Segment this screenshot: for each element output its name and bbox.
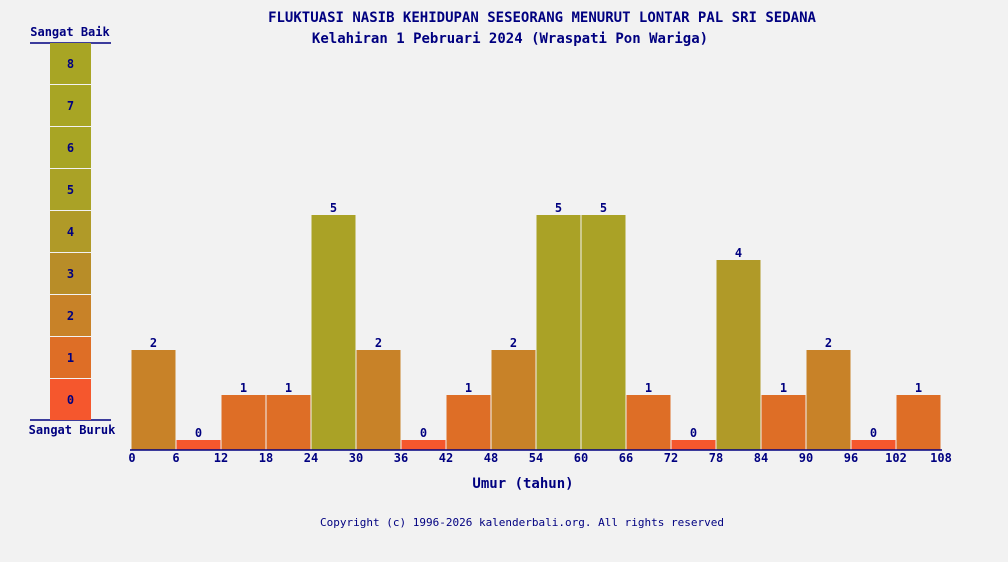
scale-level-1 bbox=[50, 337, 91, 378]
bar bbox=[716, 260, 761, 450]
scale-level-label: 1 bbox=[67, 351, 74, 365]
x-tick-label: 24 bbox=[304, 451, 318, 465]
bar bbox=[176, 440, 221, 450]
x-tick-label: 36 bbox=[394, 451, 408, 465]
bar-value-label: 2 bbox=[825, 336, 832, 350]
scale-level-3 bbox=[50, 253, 91, 294]
bar bbox=[806, 350, 851, 450]
bar bbox=[356, 350, 401, 450]
scale-level-2 bbox=[50, 295, 91, 336]
scale-level-5 bbox=[50, 169, 91, 210]
x-tick-label: 42 bbox=[439, 451, 453, 465]
bar-value-label: 4 bbox=[735, 246, 742, 260]
scale-level-label: 7 bbox=[67, 99, 74, 113]
scale-level-label: 3 bbox=[67, 267, 74, 281]
bar bbox=[896, 395, 941, 450]
bar bbox=[446, 395, 491, 450]
bar bbox=[221, 395, 266, 450]
x-tick-label: 102 bbox=[885, 451, 907, 465]
scale-level-label: 6 bbox=[67, 141, 74, 155]
bar-value-label: 0 bbox=[870, 426, 877, 440]
bar bbox=[761, 395, 806, 450]
bar-value-label: 1 bbox=[465, 381, 472, 395]
scale-level-4 bbox=[50, 211, 91, 252]
bar bbox=[851, 440, 896, 450]
x-tick-label: 48 bbox=[484, 451, 498, 465]
scale-level-6 bbox=[50, 127, 91, 168]
bar-value-label: 2 bbox=[510, 336, 517, 350]
x-tick-label: 6 bbox=[172, 451, 179, 465]
x-tick-label: 12 bbox=[214, 451, 228, 465]
x-tick-label: 66 bbox=[619, 451, 633, 465]
scale-level-label: 2 bbox=[67, 309, 74, 323]
bar bbox=[536, 215, 581, 450]
scale-level-label: 8 bbox=[67, 57, 74, 71]
x-tick-label: 108 bbox=[930, 451, 952, 465]
x-tick-label: 90 bbox=[799, 451, 813, 465]
bar-value-label: 0 bbox=[690, 426, 697, 440]
scale-level-label: 5 bbox=[67, 183, 74, 197]
chart-title: FLUKTUASI NASIB KEHIDUPAN SESEORANG MENU… bbox=[268, 10, 816, 26]
bar-value-label: 2 bbox=[150, 336, 157, 350]
bar-value-label: 1 bbox=[240, 381, 247, 395]
bar-value-label: 2 bbox=[375, 336, 382, 350]
bar-value-label: 5 bbox=[555, 201, 562, 215]
x-axis-label: Umur (tahun) bbox=[472, 476, 573, 492]
bar bbox=[311, 215, 356, 450]
bar-value-label: 0 bbox=[195, 426, 202, 440]
footer-copyright: Copyright (c) 1996-2026 kalenderbali.org… bbox=[320, 516, 724, 529]
scale-level-label: 4 bbox=[67, 225, 74, 239]
bar-value-label: 5 bbox=[330, 201, 337, 215]
bar bbox=[491, 350, 536, 450]
bar bbox=[581, 215, 626, 450]
scale-top-label: Sangat Baik bbox=[30, 25, 110, 39]
chart-subtitle: Kelahiran 1 Pebruari 2024 (Wraspati Pon … bbox=[312, 31, 708, 47]
scale-legend: 0 1 2 3 4 5 6 7 8 bbox=[50, 43, 91, 420]
bar bbox=[626, 395, 671, 450]
x-tick-label: 84 bbox=[754, 451, 768, 465]
bar-value-label: 0 bbox=[420, 426, 427, 440]
bar-value-label: 1 bbox=[285, 381, 292, 395]
bar-value-label: 1 bbox=[780, 381, 787, 395]
bar bbox=[131, 350, 176, 450]
x-tick-label: 78 bbox=[709, 451, 723, 465]
bars: 2 0 1 1 5 2 0 1 2 5 5 1 0 4 1 2 0 1 bbox=[131, 201, 941, 450]
x-ticks: 0 6 12 18 24 30 36 42 48 54 60 66 72 78 84 90 96 102 108 bbox=[128, 451, 951, 465]
bar-value-label: 1 bbox=[645, 381, 652, 395]
x-tick-label: 0 bbox=[128, 451, 135, 465]
x-tick-label: 30 bbox=[349, 451, 363, 465]
bar-value-label: 1 bbox=[915, 381, 922, 395]
bar bbox=[671, 440, 716, 450]
scale-level-7 bbox=[50, 85, 91, 126]
scale-level-0 bbox=[50, 379, 91, 420]
scale-bottom-label: Sangat Buruk bbox=[29, 423, 116, 437]
scale-level-label: 0 bbox=[67, 393, 74, 407]
x-tick-label: 60 bbox=[574, 451, 588, 465]
scale-level-8 bbox=[50, 43, 91, 84]
x-tick-label: 72 bbox=[664, 451, 678, 465]
bar bbox=[401, 440, 446, 450]
x-tick-label: 18 bbox=[259, 451, 273, 465]
x-tick-label: 96 bbox=[844, 451, 858, 465]
bar bbox=[266, 395, 311, 450]
bar-value-label: 5 bbox=[600, 201, 607, 215]
x-tick-label: 54 bbox=[529, 451, 543, 465]
